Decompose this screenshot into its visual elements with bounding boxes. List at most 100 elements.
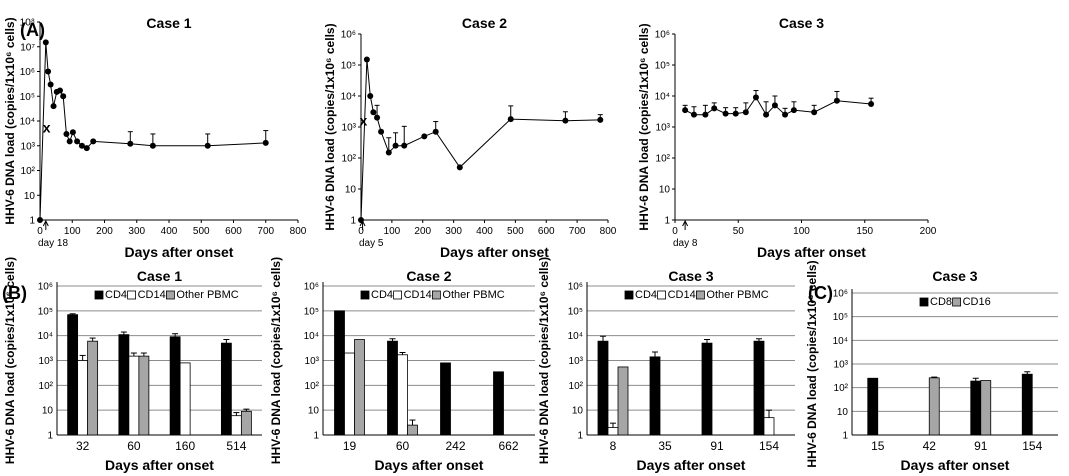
x-tick-label: 300 [128, 226, 145, 237]
bar-chart-6: 1 10 10² 10³ 10⁴ 10⁵ 10⁶ 15 42 91 154 CD8 CD16 Case 3… [805, 260, 1058, 473]
data-point [682, 107, 689, 114]
data-point [45, 68, 52, 75]
bar [67, 314, 79, 436]
legend-label: CD4 [105, 289, 127, 301]
chart-title: Case 3 [779, 15, 824, 31]
legend-swatch [94, 290, 104, 300]
y-tick-label: 10² [305, 381, 320, 392]
bar [649, 356, 661, 436]
line-chart-0: 1 10 10² 10³ 10⁴ 10⁵ 10⁶ 10⁷ 10⁸ 0 100 200 300 400 500… [3, 15, 307, 260]
data-point [378, 128, 385, 135]
marker-label: day 5 [359, 238, 384, 249]
x-tick-label: 500 [193, 226, 210, 237]
y-tick-label: 10³ [21, 141, 36, 152]
bar [230, 415, 242, 436]
marker-arrowhead [42, 219, 49, 227]
x-tick-label: 300 [445, 226, 462, 237]
category-label: 8 [610, 439, 617, 453]
y-axis-label: HHV-6 DNA load (copies/1x10⁶ cells) [805, 260, 819, 467]
data-point [771, 102, 778, 109]
bar [220, 342, 232, 436]
y-tick-label: 1 [664, 216, 670, 227]
x-tick-label: 50 [733, 226, 745, 237]
y-tick-label: 10⁴ [38, 331, 53, 342]
x-tick-label: 800 [600, 226, 617, 237]
y-tick-label: 10² [39, 381, 54, 392]
bar [928, 377, 940, 436]
data-point [262, 139, 269, 146]
y-tick-label: 10 [345, 185, 357, 196]
data-point [392, 142, 399, 149]
y-tick-label: 10 [572, 406, 584, 417]
y-tick-label: 10⁵ [38, 306, 53, 317]
x-tick-label: 600 [225, 226, 242, 237]
data-point [60, 93, 67, 100]
series-line [360, 59, 601, 221]
x-tick-label: 700 [257, 226, 274, 237]
x-tick-label: 200 [920, 226, 937, 237]
data-point [363, 56, 370, 63]
x-tick-label: 600 [538, 226, 555, 237]
data-point [90, 138, 97, 145]
bar [493, 371, 504, 436]
chart-title: Case 2 [406, 268, 451, 284]
category-label: 514 [226, 439, 246, 453]
bar [169, 336, 181, 436]
y-tick-label: 10⁶ [304, 282, 319, 293]
y-tick-label: 10⁴ [568, 331, 583, 342]
panel-letter-c: (C) [808, 283, 833, 303]
y-tick-label: 10⁶ [568, 282, 583, 293]
y-tick-label: 10⁴ [341, 92, 356, 103]
y-axis-label: HHV-6 DNA load (copies/1x10⁶ cells) [3, 17, 17, 224]
data-point [401, 142, 408, 149]
bar [138, 355, 150, 436]
y-tick-label: 10⁵ [304, 306, 319, 317]
data-point [421, 133, 428, 140]
y-tick-label: 10² [21, 166, 36, 177]
y-tick-label: 1 [577, 431, 583, 442]
panel-letter-b: (B) [2, 283, 27, 303]
data-point [66, 138, 73, 145]
data-point [63, 130, 70, 137]
data-point [722, 110, 729, 117]
category-label: 42 [923, 439, 937, 453]
data-point [742, 109, 749, 116]
legend-swatch [127, 290, 136, 300]
legend-label: Other PBMC [442, 289, 504, 301]
data-point [702, 111, 709, 118]
y-tick-label: 10 [837, 407, 849, 418]
category-label: 60 [127, 439, 141, 453]
y-tick-label: 1 [29, 216, 35, 227]
x-tick-label: 0 [358, 226, 364, 237]
line-chart-1: 1 10 10² 10³ 10⁴ 10⁵ 10⁶ 0 100 200 300 400 500 600 700… [323, 15, 617, 260]
data-point [868, 101, 875, 108]
x-mark: x [43, 119, 51, 135]
bar [1021, 373, 1033, 436]
x-tick-label: 400 [476, 226, 493, 237]
y-tick-label: 10⁵ [568, 306, 583, 317]
x-axis-label: Days after onset [637, 457, 746, 473]
y-tick-label: 10³ [305, 356, 320, 367]
bar [617, 366, 629, 436]
category-label: 60 [396, 439, 410, 453]
y-tick-label: 10⁴ [20, 117, 35, 128]
y-axis-label: HHV-6 DNA load (copies/1x10⁶ cells) [637, 23, 651, 230]
legend-label: CD14 [138, 289, 166, 301]
data-point [367, 93, 374, 99]
y-tick-label: 10³ [834, 360, 849, 371]
y-tick-label: 10 [24, 191, 36, 202]
bar [763, 417, 775, 436]
y-tick-label: 10⁶ [655, 30, 670, 41]
chart-title: Case 3 [668, 268, 713, 284]
legend-label: CD16 [963, 296, 991, 308]
x-tick-label: 100 [64, 226, 81, 237]
bar [753, 340, 765, 436]
y-tick-label: 10⁴ [304, 331, 319, 342]
legend-label: CD4 [371, 289, 393, 301]
bar-chart-3: 1 10 10² 10³ 10⁴ 10⁵ 10⁶ 32 60 160 514 CD4 CD14 Other… [3, 257, 262, 473]
data-point [56, 87, 63, 94]
y-tick-label: 10³ [342, 123, 357, 134]
data-point [358, 217, 364, 223]
y-tick-label: 10⁵ [341, 61, 356, 72]
